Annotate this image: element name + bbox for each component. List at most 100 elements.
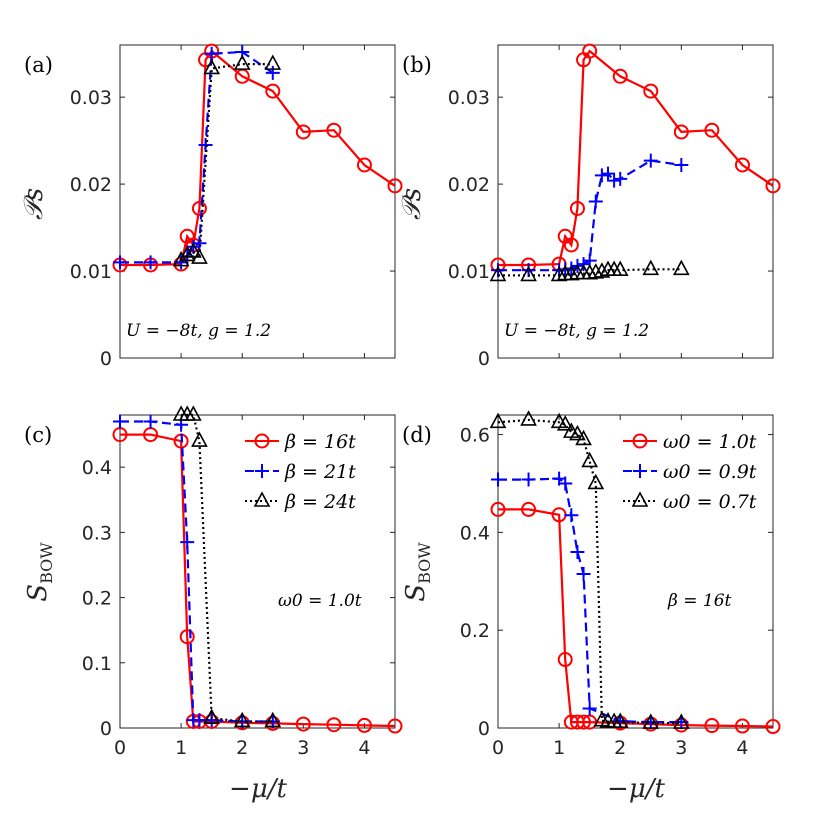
panel-d-legend: ω0 = 1.0t ω0 = 0.9t ω0 = 0.7t <box>623 431 757 513</box>
panel-d-ytick-label: 0 <box>478 718 490 740</box>
xlabel-left: −μ/t <box>229 774 287 804</box>
panel-c-ytick-label: 0.1 <box>82 653 112 675</box>
panel-b-series-0-point <box>582 43 598 59</box>
panel-b-series-1-point <box>643 153 658 168</box>
panel-c-series-0-point <box>387 718 403 734</box>
panel-c-series-2-point <box>184 405 202 421</box>
panel-d-series-1-point <box>564 508 579 523</box>
panel-b-series-0-point <box>765 178 781 194</box>
panel-b-series <box>489 43 781 282</box>
panel-d-ylabel: SBOW <box>401 542 434 602</box>
panel-b-series-0-point <box>563 237 579 253</box>
panel-a-series <box>112 43 403 273</box>
panel-b-series-2-point <box>581 263 599 280</box>
panel-b-series-2-point <box>587 263 605 279</box>
panel-b-series-0-point <box>734 157 750 173</box>
panel-d-xtick-label: 0 <box>492 737 504 759</box>
panel-d-series-2-point <box>569 424 586 441</box>
panel-a-series-1-point <box>198 137 213 152</box>
panel-b-series-1-point <box>594 168 609 183</box>
panel-c-label: (c) <box>24 423 52 447</box>
panel-c-ytick-label: 0.3 <box>82 522 112 544</box>
panel-b-ytick-label: 0.02 <box>448 174 490 196</box>
panel-a-series-2-point <box>172 250 190 267</box>
panel-b-series-1-point <box>588 194 603 209</box>
panel-b-ytick-label: 0 <box>478 348 490 370</box>
panel-a-series-2-point <box>178 245 196 262</box>
panel-d-series-2-point <box>587 473 605 490</box>
panel-d-series-1-point <box>570 544 585 559</box>
panel-c-series-2-line <box>181 413 273 723</box>
panel-b-series-1-point <box>674 157 689 172</box>
panel-b-series-1-point <box>607 173 622 188</box>
panel-a-ytick-label: 0 <box>100 348 112 370</box>
panel-b-ylabel: 𝒫s <box>397 188 427 220</box>
panel-c-series-0-point <box>295 716 311 732</box>
panel-a-series-1-line <box>120 50 274 264</box>
panel-c-series-2-point <box>233 711 251 728</box>
panel-d-series-0-point <box>734 718 750 734</box>
panel-c-series-2-point <box>203 708 221 725</box>
xlabel-right: −μ/t <box>607 774 665 804</box>
panel-a-ytick-label: 0.01 <box>70 261 112 283</box>
panel-d-series-1-line <box>498 477 682 724</box>
panel-c-series-0-point <box>356 717 372 733</box>
panel-d-series-2-point <box>556 415 574 431</box>
panel-a-series-0-point <box>326 122 342 138</box>
panel-c: 0 1 2 3 4 0 0.1 0.2 0.3 0.4 (c) SBOW ω0 = 1.0t β … <box>23 405 403 759</box>
panel-a-series-0-point <box>356 157 372 173</box>
panel-d-ylabel-main: S <box>401 584 431 602</box>
panel-d-series-1-point <box>491 472 505 487</box>
panel-d-series-2-point <box>642 713 660 729</box>
panel-d-series-1-point <box>576 566 591 581</box>
panel-c-legend-entry: β = 21t <box>284 461 356 483</box>
panel-a-series-0-point <box>191 200 207 216</box>
panel-d-series-1-point <box>558 476 573 491</box>
panel-c-xtick-label: 4 <box>358 737 370 759</box>
panel-c-legend-entry: β = 24t <box>284 491 356 513</box>
panel-b-annotation: U = −8t, g = 1.2 <box>504 321 649 341</box>
panel-d-ytick-label: 0.4 <box>460 522 490 544</box>
panel-d-xtick-label: 4 <box>736 737 748 759</box>
panel-a-series-2-point <box>233 54 251 70</box>
panel-a-annotation: U = −8t, g = 1.2 <box>126 321 271 341</box>
panel-a-series-0-point <box>387 178 403 194</box>
panel-a-ytick-label: 0.03 <box>70 87 112 109</box>
panel-a-series-1-point <box>192 236 207 251</box>
panel-d-xtick-label: 1 <box>553 737 565 759</box>
panel-d-ytick-label: 0.2 <box>460 620 490 642</box>
panel-b-series-2-point <box>562 264 580 281</box>
panel-d-series <box>489 410 781 735</box>
panel-a-series-1-point <box>204 46 219 61</box>
panel-d-series-2-point <box>581 451 599 468</box>
panel-a-series-2-point <box>203 58 221 75</box>
panel-d-legend-entry: ω0 = 1.0t <box>663 431 757 453</box>
panel-d: 0 1 2 3 4 0 0.2 0.4 0.6 (d) SBOW β = 16t ω0 = 1.… <box>401 410 781 759</box>
panel-c-series-2-point <box>191 431 208 447</box>
panel-c-ytick-label: 0.2 <box>82 588 112 610</box>
panel-b-series-0-point <box>704 122 720 138</box>
panel-c-ylabel: SBOW <box>23 542 56 602</box>
panel-d-series-2-point <box>611 712 629 728</box>
panel-d-ytick-label: 0.6 <box>460 425 490 447</box>
panel-c-series-0-point <box>179 629 195 645</box>
panel-d-xtick-label: 2 <box>614 737 626 759</box>
panel-d-series-0-point <box>557 652 573 668</box>
panel-c-legend: β = 16t β = 21t β = 24t <box>245 431 356 513</box>
panel-d-series-0-point <box>490 501 506 517</box>
panel-c-series-2-point <box>264 711 282 728</box>
panel-a-series-1-point <box>113 255 127 270</box>
panel-d-series-1-point <box>521 472 536 487</box>
panel-c-ylabel-sub: BOW <box>37 542 56 584</box>
panel-a: 0 0.01 0.02 0.03 (a) 𝒫s U = −8t, g = 1.2 <box>19 43 403 370</box>
panel-b-series-2-point <box>642 259 660 276</box>
panel-b-series-2-point <box>520 265 537 282</box>
panel-b-series-1-point <box>601 166 615 181</box>
panel-c-ytick-label: 0 <box>100 718 112 740</box>
panel-b-series-0-point <box>569 200 585 216</box>
panel-d-series-2-point <box>672 713 690 729</box>
panel-d-series-1-point <box>674 715 689 730</box>
panel-c-ylabel-main: S <box>23 584 53 602</box>
panel-c-series-1-point <box>180 535 195 550</box>
